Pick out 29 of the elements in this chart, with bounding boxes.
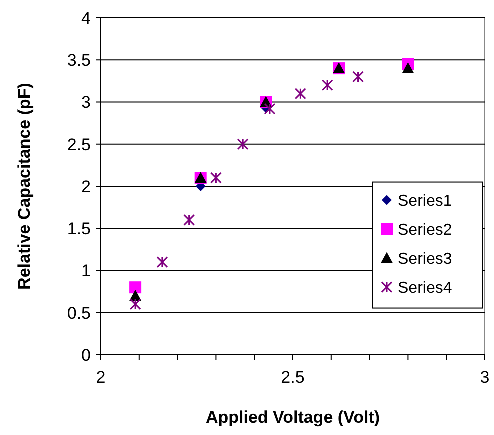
point bbox=[322, 80, 334, 92]
y-tick-label: 2 bbox=[82, 177, 91, 196]
x-tick-label: 2 bbox=[96, 368, 106, 387]
y-tick-label: 1.5 bbox=[67, 220, 91, 239]
legend-label: Series4 bbox=[398, 280, 452, 297]
point bbox=[210, 172, 222, 184]
point bbox=[352, 71, 364, 83]
point bbox=[130, 298, 142, 310]
point bbox=[156, 256, 168, 268]
y-tick-label: 2.5 bbox=[67, 135, 91, 154]
y-tick-label: 3 bbox=[82, 93, 91, 112]
y-tick-label: 3.5 bbox=[67, 51, 91, 70]
point bbox=[237, 138, 249, 150]
legend-label: Series2 bbox=[398, 222, 452, 239]
point bbox=[402, 62, 414, 74]
x-tick-label: 3 bbox=[480, 368, 490, 387]
y-axis-title: Relative Capacitance (pF) bbox=[15, 83, 34, 290]
legend-label: Series1 bbox=[398, 192, 452, 210]
x-tick-label: 2.5 bbox=[281, 368, 305, 387]
y-tick-label: 0 bbox=[82, 346, 91, 365]
point bbox=[130, 282, 142, 294]
point bbox=[264, 103, 276, 115]
y-tick-label: 1 bbox=[82, 262, 91, 281]
y-tick-label: 4 bbox=[82, 8, 91, 28]
point bbox=[294, 88, 306, 100]
y-tick-label: 0.5 bbox=[67, 304, 91, 323]
legend-label: Series3 bbox=[398, 250, 452, 268]
point bbox=[184, 214, 196, 226]
x-axis-title: Applied Voltage (Volt) bbox=[206, 408, 380, 427]
